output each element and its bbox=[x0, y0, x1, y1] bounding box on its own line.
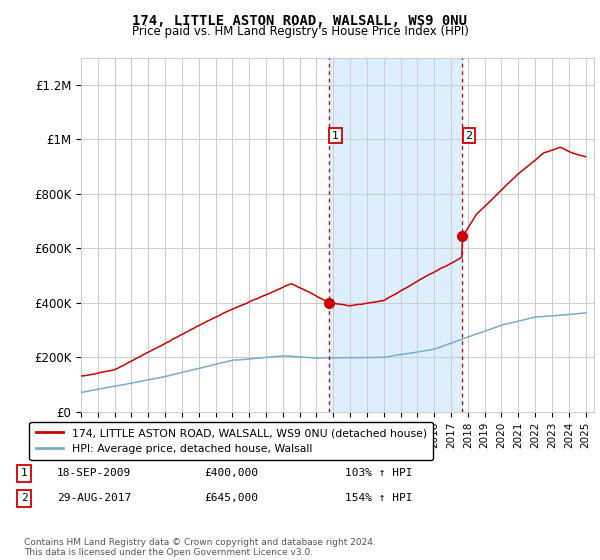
Text: 1: 1 bbox=[20, 468, 28, 478]
Text: Contains HM Land Registry data © Crown copyright and database right 2024.
This d: Contains HM Land Registry data © Crown c… bbox=[24, 538, 376, 557]
Text: 2: 2 bbox=[20, 493, 28, 503]
Text: 1: 1 bbox=[332, 130, 339, 141]
Text: 29-AUG-2017: 29-AUG-2017 bbox=[57, 493, 131, 503]
Text: 2: 2 bbox=[466, 130, 473, 141]
Text: 154% ↑ HPI: 154% ↑ HPI bbox=[345, 493, 413, 503]
Legend: 174, LITTLE ASTON ROAD, WALSALL, WS9 0NU (detached house), HPI: Average price, d: 174, LITTLE ASTON ROAD, WALSALL, WS9 0NU… bbox=[29, 422, 433, 460]
Text: 174, LITTLE ASTON ROAD, WALSALL, WS9 0NU: 174, LITTLE ASTON ROAD, WALSALL, WS9 0NU bbox=[133, 14, 467, 28]
Text: 103% ↑ HPI: 103% ↑ HPI bbox=[345, 468, 413, 478]
Text: 18-SEP-2009: 18-SEP-2009 bbox=[57, 468, 131, 478]
Bar bbox=[329, 58, 462, 412]
Text: £400,000: £400,000 bbox=[204, 468, 258, 478]
Text: £645,000: £645,000 bbox=[204, 493, 258, 503]
Text: Price paid vs. HM Land Registry's House Price Index (HPI): Price paid vs. HM Land Registry's House … bbox=[131, 25, 469, 38]
